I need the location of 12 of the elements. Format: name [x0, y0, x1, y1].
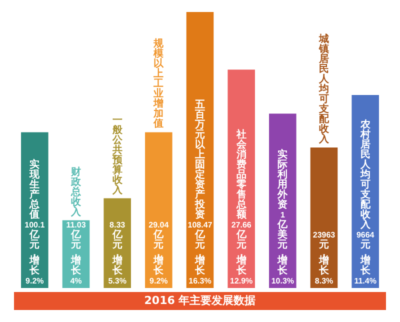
- x-tick-label: 实现生产总值: [28, 158, 41, 220]
- ribbon-banner: 2016 年主要发展数据: [14, 292, 386, 310]
- x-tick-label: 一般公共预算收入: [111, 114, 124, 196]
- bar: [310, 147, 338, 288]
- category-label: 社会消费品零售总额: [236, 130, 246, 220]
- category-label: 五百万元以上固定资产投资: [195, 100, 205, 220]
- x-tick-label: 实际利用外资: [276, 148, 289, 210]
- x-tick-label: 财政总收入: [70, 166, 82, 218]
- category-label: 规模以上工业增加值: [154, 38, 164, 130]
- bar: [145, 132, 172, 288]
- category-label: 农村居民人均可支配收入: [360, 120, 370, 230]
- category-label: 城镇居民人均可支配收入: [319, 34, 329, 145]
